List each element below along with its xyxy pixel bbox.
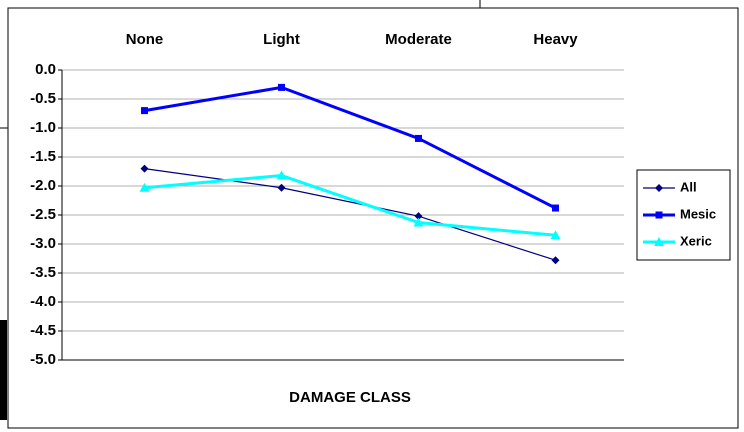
legend-marker — [655, 184, 663, 192]
x-axis-label: DAMAGE CLASS — [289, 389, 411, 406]
x-tick-label: Light — [263, 31, 300, 48]
data-point — [278, 83, 285, 91]
y-tick-label: 0.0 — [35, 61, 56, 78]
data-point — [552, 204, 559, 212]
data-point — [413, 217, 424, 227]
legend-label: Mesic — [680, 206, 716, 221]
x-tick-label: None — [126, 31, 164, 48]
y-tick-label: -1.0 — [30, 119, 56, 136]
legend: All Mesic Xeric — [636, 169, 731, 261]
y-tick-label: -3.5 — [30, 264, 56, 281]
y-tick-label: -2.0 — [30, 177, 56, 194]
data-point — [276, 170, 287, 180]
data-point — [414, 212, 423, 221]
y-tick-label: -4.0 — [30, 293, 56, 310]
data-point — [550, 230, 561, 240]
decoration — [0, 320, 7, 420]
series-line — [144, 168, 556, 261]
y-tick-label: -5.0 — [30, 351, 56, 368]
data-point — [139, 182, 150, 192]
legend-marker — [654, 237, 664, 246]
x-tick-label: Heavy — [533, 31, 578, 48]
series-line — [144, 174, 556, 237]
y-tick-label: -3.0 — [30, 235, 56, 252]
y-tick-label: -0.5 — [30, 90, 56, 107]
data-point — [415, 134, 422, 142]
legend-label: Xeric — [680, 233, 712, 248]
y-tick-label: -4.5 — [30, 322, 56, 339]
data-point — [141, 107, 148, 115]
x-tick-label: Moderate — [385, 31, 452, 48]
data-point — [277, 183, 286, 192]
y-tick-label: -1.5 — [30, 148, 56, 165]
series-line — [144, 85, 557, 210]
data-point — [140, 164, 149, 173]
legend-marker — [655, 211, 663, 219]
data-point — [551, 256, 560, 265]
legend-label: All — [680, 179, 697, 194]
y-tick-label: -2.5 — [30, 206, 56, 223]
